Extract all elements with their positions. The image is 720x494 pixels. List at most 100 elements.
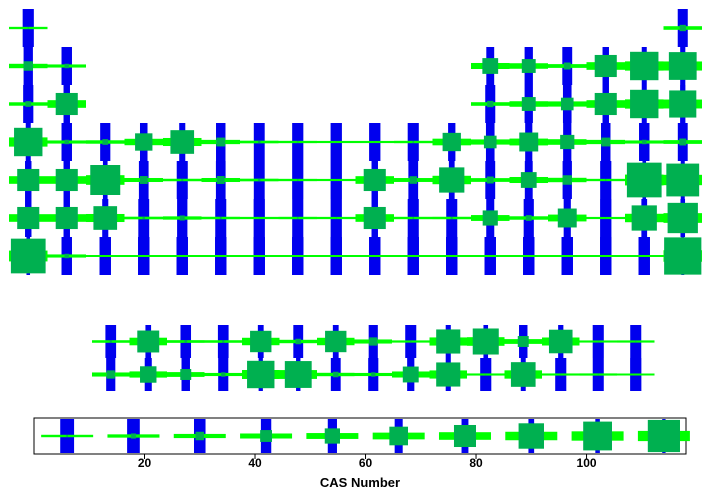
cell-p5-g11-square	[409, 176, 418, 184]
cell-p6-g13-square	[482, 210, 498, 226]
cell-p7-g6-hbar	[201, 255, 240, 257]
legend-glyph-9-square	[583, 421, 612, 451]
cell-p2-g15	[548, 47, 587, 85]
cell-p7-g10-hbar	[355, 255, 394, 257]
actinides-cell-5-square	[247, 360, 275, 389]
actinides-cell-6-square	[284, 361, 312, 388]
lanthanides-cell-3	[167, 325, 205, 358]
cell-p7-g16	[586, 237, 625, 275]
cell-p4-g7-square	[257, 140, 261, 144]
cell-p7-g12	[432, 237, 471, 275]
cell-p4-g17-square	[642, 139, 647, 145]
cell-p5-g6-square	[216, 176, 225, 184]
cell-p5-g2	[47, 161, 86, 199]
lanthanides-cell-10-square	[436, 329, 461, 354]
cell-p7-g18-square	[664, 237, 702, 275]
cell-p6-g11-square	[412, 217, 415, 219]
cell-p4-g1	[9, 123, 48, 161]
cell-p5-g7	[240, 161, 279, 199]
cell-p7-g17	[625, 237, 664, 275]
cell-p1-g1-square	[27, 27, 29, 29]
lanthanides-cell-14-square	[597, 341, 599, 342]
cell-p7-g1-square	[10, 238, 46, 274]
cell-p1-g1	[9, 9, 48, 47]
cell-p6-g14	[509, 199, 548, 237]
cell-p6-g3	[86, 199, 125, 237]
cell-p4-g12-square	[442, 132, 461, 152]
actinides-cell-13	[542, 358, 580, 391]
lanthanides-cell-15-square	[635, 341, 637, 342]
actinides-cell-4	[204, 358, 242, 391]
actinides-cell-14-square	[597, 374, 599, 375]
actinides-cell-14	[579, 358, 617, 391]
lanthanides-cell-11	[467, 325, 505, 358]
cell-p7-g14-hbar	[509, 255, 548, 257]
actinides-cell-9-square	[402, 366, 419, 383]
cell-p2-g16-square	[594, 54, 617, 78]
lanthanides-cell-6-square	[295, 338, 301, 345]
cell-p6-g15	[548, 199, 587, 237]
actinides-cell-10	[429, 358, 467, 391]
cell-p7-g15	[548, 237, 587, 275]
legend-glyph-3-square	[195, 431, 204, 441]
lanthanides-cell-9	[392, 325, 430, 358]
cell-p4-g15-square	[560, 134, 575, 150]
cell-p1-g18-square	[679, 24, 686, 32]
cell-p7-g8-hbar	[278, 255, 317, 257]
actinides-cell-8	[354, 358, 392, 391]
cell-p6-g4	[124, 199, 163, 237]
cell-p7-g9	[317, 237, 356, 275]
cell-p1-g18	[663, 9, 702, 47]
cell-p7-g6	[201, 237, 240, 275]
cell-p5-g8-square	[297, 179, 299, 181]
cell-p4-g3-square	[102, 139, 109, 145]
cell-p5-g8	[278, 161, 317, 199]
cell-p6-g5-square	[179, 215, 185, 221]
cell-p2-g14-square	[521, 59, 536, 73]
actinides-cell-3-square	[180, 369, 192, 380]
legend-tick-label-80: 80	[469, 456, 483, 470]
lanthanides-cell-8-square	[369, 337, 378, 346]
cell-p4-g18	[663, 123, 702, 161]
legend-glyph-2	[107, 419, 160, 453]
cell-p7-g13-hbar	[471, 255, 510, 257]
actinides-cell-1-square	[106, 370, 115, 379]
cell-p6-g5	[163, 199, 202, 237]
legend-glyph-6-square	[389, 426, 408, 446]
cell-p2-g13	[471, 47, 510, 85]
cell-p6-g7	[240, 199, 279, 237]
cell-p4-g15	[548, 123, 587, 161]
cell-p6-g16	[586, 199, 625, 237]
lanthanides-cell-15	[617, 325, 655, 358]
cell-p6-g15-square	[557, 208, 577, 228]
lanthanides-cell-1	[92, 325, 130, 358]
lanthanides-cell-6	[279, 325, 317, 358]
cell-p3-g13	[471, 85, 510, 123]
legend-tick-label-60: 60	[359, 456, 373, 470]
legend-glyph-3	[173, 419, 226, 453]
cell-p2-g18	[663, 47, 702, 85]
cell-p5-g15-square	[562, 175, 572, 185]
cell-p3-g14	[509, 85, 548, 123]
legend-glyph-8-square	[518, 423, 544, 449]
lanthanides-cell-13-square	[548, 329, 573, 354]
legend-glyph-7	[438, 419, 491, 453]
cell-p3-g17	[625, 85, 664, 123]
cell-p5-g1-square	[17, 168, 40, 192]
lanthanides-cell-8	[354, 325, 392, 358]
cell-p5-g5-square	[181, 179, 184, 181]
lanthanides-cell-14	[579, 325, 617, 358]
cell-p4-g18-square	[679, 138, 687, 146]
cell-p4-g2-square	[64, 139, 69, 145]
cell-p6-g10	[355, 199, 394, 237]
actinides-cell-13-square	[560, 374, 562, 375]
cell-p6-g4-square	[142, 216, 146, 220]
cell-p3-g16	[586, 85, 625, 123]
actinides-cell-12-square	[510, 362, 536, 387]
cell-p3-g2-square	[55, 92, 78, 116]
cell-p5-g4	[124, 161, 163, 199]
cell-p5-g16-square	[605, 179, 607, 181]
actinides-cell-15	[617, 358, 655, 391]
cell-p3-g1-square	[25, 101, 32, 107]
